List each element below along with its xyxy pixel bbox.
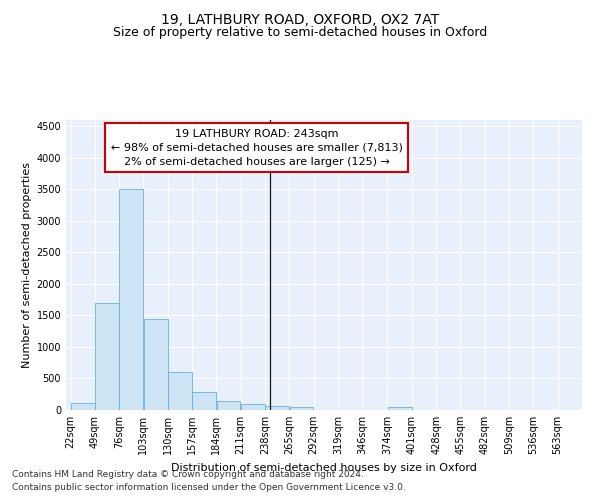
Bar <box>168 372 192 410</box>
Bar <box>119 190 143 410</box>
Text: Size of property relative to semi-detached houses in Oxford: Size of property relative to semi-detach… <box>113 26 487 39</box>
Bar <box>95 303 119 410</box>
Bar <box>290 407 313 410</box>
Bar <box>217 400 241 410</box>
Bar <box>388 408 412 410</box>
Y-axis label: Number of semi-detached properties: Number of semi-detached properties <box>22 162 32 368</box>
Bar <box>265 406 289 410</box>
Text: Contains public sector information licensed under the Open Government Licence v3: Contains public sector information licen… <box>12 484 406 492</box>
X-axis label: Distribution of semi-detached houses by size in Oxford: Distribution of semi-detached houses by … <box>171 462 477 472</box>
Bar <box>71 403 95 410</box>
Text: 19 LATHBURY ROAD: 243sqm  
← 98% of semi-detached houses are smaller (7,813)
  2: 19 LATHBURY ROAD: 243sqm ← 98% of semi-d… <box>111 128 403 166</box>
Bar <box>241 404 265 410</box>
Bar <box>193 392 216 410</box>
Bar <box>143 319 167 410</box>
Text: Contains HM Land Registry data © Crown copyright and database right 2024.: Contains HM Land Registry data © Crown c… <box>12 470 364 479</box>
Text: 19, LATHBURY ROAD, OXFORD, OX2 7AT: 19, LATHBURY ROAD, OXFORD, OX2 7AT <box>161 12 439 26</box>
